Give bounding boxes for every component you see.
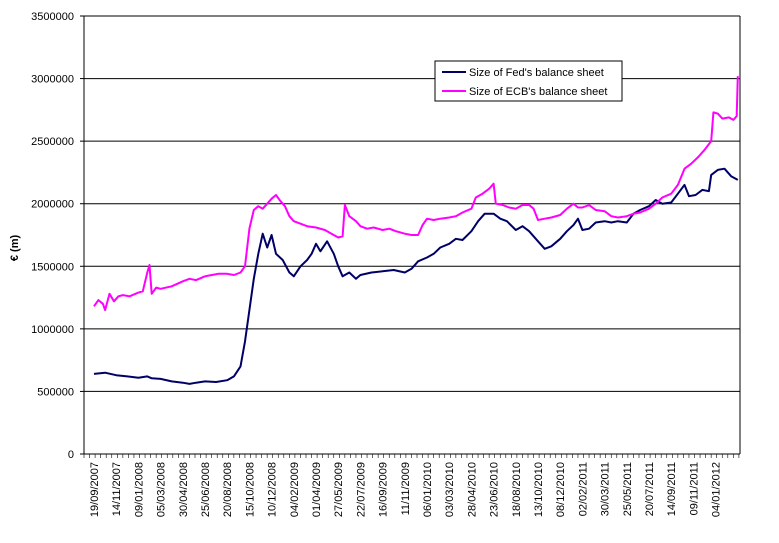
x-tick-label-23: 30/03/2011 bbox=[600, 462, 612, 516]
y-tick-labels: 0 500000 1000000 1500000 2000000 2500000 30000… bbox=[31, 11, 74, 461]
x-tick-label-3: 05/03/2008 bbox=[156, 462, 168, 517]
x-tick-label-26: 14/09/2011 bbox=[666, 462, 678, 516]
x-tick-label-13: 16/09/2009 bbox=[378, 462, 390, 517]
y-tick-label-4: 2000000 bbox=[31, 199, 74, 211]
x-tick-labels: 19/09/2007 14/11/2007 09/01/2008 05/03/2008… bbox=[89, 462, 723, 517]
x-tick-label-6: 20/08/2008 bbox=[222, 462, 234, 517]
series-lines bbox=[93, 76, 739, 385]
y-tick-label-5: 2500000 bbox=[31, 136, 74, 148]
x-tick-label-16: 03/03/2010 bbox=[444, 462, 456, 517]
x-tick-label-27: 09/11/2011 bbox=[688, 462, 700, 515]
x-tick-label-21: 08/12/2010 bbox=[555, 462, 567, 517]
x-tick-label-25: 20/07/2011 bbox=[644, 462, 656, 516]
x-tick-label-9: 04/02/2009 bbox=[289, 462, 301, 517]
gridlines bbox=[84, 15, 740, 392]
series-line-fed bbox=[93, 167, 739, 385]
x-tick-label-0: 19/09/2007 bbox=[89, 462, 101, 517]
legend-label-ecb: Size of ECB's balance sheet bbox=[469, 86, 607, 98]
y-tick-label-3: 1500000 bbox=[31, 261, 74, 273]
x-tick-label-5: 25/06/2008 bbox=[200, 462, 212, 517]
x-tick-label-8: 10/12/2008 bbox=[267, 462, 279, 517]
x-tick-label-28: 04/01/2012 bbox=[711, 462, 723, 517]
x-tick-label-2: 09/01/2008 bbox=[133, 462, 145, 517]
x-tick-label-7: 15/10/2008 bbox=[244, 462, 256, 517]
legend-label-fed: Size of Fed's balance sheet bbox=[469, 67, 604, 79]
y-tick-label-6: 3000000 bbox=[31, 74, 74, 86]
y-tick-label-2: 1000000 bbox=[31, 324, 74, 336]
x-tick-label-15: 06/01/2010 bbox=[422, 462, 434, 517]
x-tick-label-14: 11/11/2009 bbox=[400, 462, 412, 515]
y-tick-label-0: 0 bbox=[68, 449, 74, 461]
x-tick-label-10: 01/04/2009 bbox=[311, 462, 323, 517]
axes bbox=[80, 15, 741, 458]
series-line-ecb bbox=[93, 76, 739, 312]
y-tick-label-7: 3500000 bbox=[31, 11, 74, 23]
x-tick-label-22: 02/02/2011 bbox=[577, 462, 589, 516]
legend: Size of Fed's balance sheet Size of ECB'… bbox=[434, 60, 623, 102]
y-axis-title: € (m) bbox=[9, 235, 21, 262]
legend-box bbox=[434, 60, 623, 102]
x-tick-label-20: 13/10/2010 bbox=[533, 462, 545, 517]
x-tick-label-11: 27/05/2009 bbox=[333, 462, 345, 517]
x-tick-label-19: 18/08/2010 bbox=[511, 462, 523, 517]
x-tick-label-24: 25/05/2011 bbox=[622, 462, 634, 516]
x-tick-label-18: 23/06/2010 bbox=[489, 462, 501, 517]
x-tick-label-12: 22/07/2009 bbox=[355, 462, 367, 517]
x-tick-label-1: 14/11/2007 bbox=[111, 462, 123, 516]
x-tick-label-4: 30/04/2008 bbox=[178, 462, 190, 517]
y-tick-label-1: 500000 bbox=[37, 386, 74, 398]
x-tick-label-17: 28/04/2010 bbox=[466, 462, 478, 517]
